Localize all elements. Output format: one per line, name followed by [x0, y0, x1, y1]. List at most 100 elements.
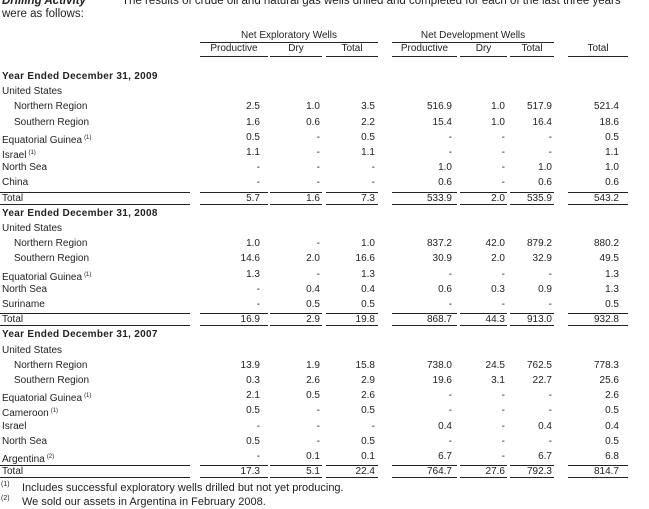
cell: - [501, 131, 505, 143]
cell: 2.9 [361, 375, 375, 386]
row-label: North Sea [2, 283, 48, 295]
column-header: Total [341, 43, 363, 54]
cell: - [501, 299, 505, 310]
rule [200, 325, 268, 327]
footnote-ref: (1) [50, 408, 59, 415]
cell: - [316, 420, 320, 432]
rule [326, 56, 378, 57]
cell: 535.9 [526, 192, 552, 204]
row-label: North Sea [2, 435, 48, 447]
footnote-text: Includes successful exploratory wells dr… [22, 482, 344, 494]
group-header: Net Exploratory Wells [241, 30, 337, 41]
cell: - [256, 451, 260, 462]
rule [200, 477, 268, 479]
cell: 3.5 [361, 101, 375, 113]
rule [200, 203, 268, 205]
cell: 868.7 [426, 314, 452, 326]
row-label: Suriname [2, 299, 45, 310]
cell: 2.5 [246, 101, 260, 113]
cell: - [256, 299, 260, 310]
cell: 1.1 [361, 147, 375, 158]
cell: 1.6 [246, 116, 260, 128]
intro-text: were as follows: [2, 8, 84, 20]
cell: - [316, 268, 320, 280]
cell: 0.4 [438, 420, 452, 432]
row-label: Southern Region [14, 375, 90, 386]
row-label: Israel [2, 420, 27, 432]
cell: - [501, 390, 505, 402]
rule [510, 325, 554, 327]
rule [510, 313, 554, 315]
rule [392, 465, 457, 467]
cell: 16.4 [532, 116, 552, 128]
rule [200, 56, 268, 57]
cell: 1.0 [605, 162, 619, 174]
group-label: United States [2, 223, 63, 234]
cell: 6.8 [605, 451, 619, 462]
cell: - [448, 435, 452, 447]
cell: 1.9 [306, 359, 320, 371]
cell: 0.5 [361, 299, 375, 310]
cell: 6.7 [538, 451, 552, 462]
cell: 0.1 [361, 451, 375, 462]
cell: 738.0 [426, 359, 452, 371]
cell: 22.7 [532, 375, 552, 386]
cell: 1.3 [605, 268, 619, 280]
cell: 1.3 [361, 268, 375, 280]
rule [200, 313, 268, 315]
rule [510, 477, 554, 479]
cell: 0.4 [306, 283, 320, 295]
cell: 16.9 [240, 314, 260, 326]
row-label: Equatorial Guinea (1) [2, 134, 92, 146]
cell: 27.6 [485, 466, 505, 478]
row-label: Total [2, 192, 24, 204]
cell: 1.0 [491, 116, 505, 128]
footnote-mark: (1) [1, 481, 10, 488]
rule [326, 325, 378, 327]
rule [568, 325, 628, 327]
rule [510, 56, 554, 57]
rule [460, 325, 507, 327]
cell: 1.0 [491, 101, 505, 113]
rule [460, 477, 507, 479]
group-header: Net Development Wells [420, 30, 526, 41]
rule [392, 203, 457, 205]
rule [460, 465, 507, 467]
cell: - [501, 177, 505, 189]
cell: - [548, 435, 552, 447]
cell: 1.1 [246, 147, 260, 158]
cell: 16.6 [355, 253, 375, 265]
rule [392, 56, 457, 57]
cell: 521.4 [593, 101, 619, 113]
cell: 2.6 [306, 375, 320, 386]
cell: - [371, 177, 375, 189]
row-label: Equatorial Guinea (1) [2, 271, 92, 283]
cell: 0.4 [605, 420, 619, 432]
cell: 44.3 [485, 314, 505, 326]
intro-text: The results of crude oil and natural gas… [122, 0, 621, 7]
cell: - [316, 435, 320, 447]
cell: - [448, 147, 452, 158]
group-label: United States [2, 86, 63, 98]
cell: 932.8 [593, 314, 619, 326]
rule [568, 191, 628, 193]
cell: 2.0 [491, 253, 505, 265]
cell: 22.4 [355, 466, 375, 478]
rule [200, 191, 268, 193]
cell: 17.3 [240, 466, 260, 478]
rule [510, 191, 554, 193]
cell: 1.6 [306, 192, 320, 204]
cell: - [501, 405, 505, 417]
cell: - [501, 268, 505, 280]
cell: 0.3 [491, 283, 505, 295]
rule [568, 203, 628, 205]
rule [510, 465, 554, 467]
row-label: North Sea [2, 162, 48, 174]
cell: 778.3 [593, 359, 619, 371]
column-header: Productive [400, 43, 449, 54]
row-label: China [2, 177, 29, 189]
cell: 0.5 [306, 299, 320, 310]
cell: - [316, 147, 320, 158]
cell: 42.0 [485, 238, 505, 250]
footnote-ref: (1) [28, 150, 36, 156]
